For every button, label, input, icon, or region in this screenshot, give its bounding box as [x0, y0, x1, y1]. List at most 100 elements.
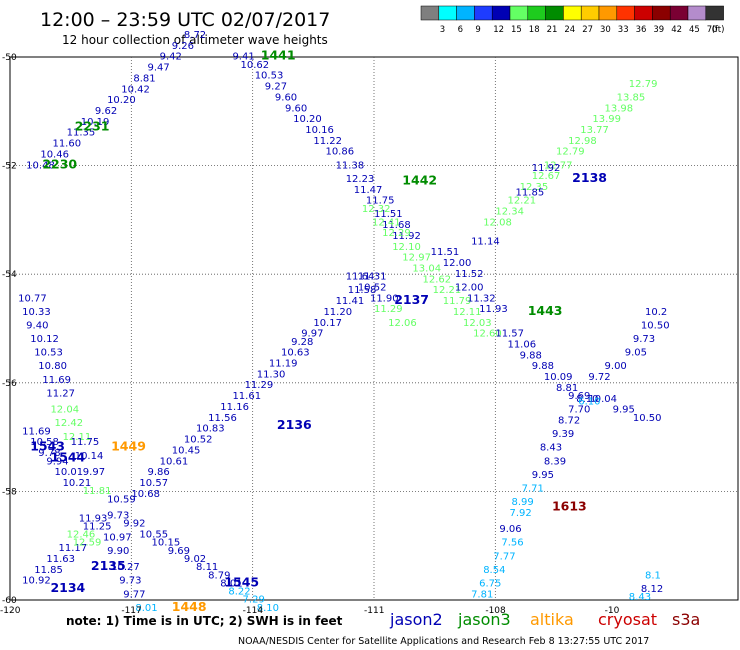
wave-height-value: 7.81	[471, 589, 493, 600]
wave-height-value: 10.61	[160, 456, 189, 467]
wave-height-value: 12.32	[362, 204, 391, 215]
wave-height-value: 10.45	[172, 445, 201, 456]
wave-height-value: 11.92	[392, 231, 421, 242]
wave-height-value: 13.99	[592, 114, 621, 125]
footer-note: note: 1) Time is in UTC; 2) SWH is in fe…	[66, 614, 343, 628]
wave-height-value: 12.11	[453, 307, 482, 318]
footer-credit: NOAA/NESDIS Center for Satellite Applica…	[238, 636, 649, 647]
wave-height-value: 8.43	[540, 443, 562, 454]
wave-height-value: 9.88	[520, 350, 542, 361]
wave-height-value: 10.77	[18, 293, 47, 304]
wave-height-value: 11.58	[348, 285, 377, 296]
wave-height-value: 12.04	[50, 405, 79, 416]
wave-height-value: 8.54	[483, 565, 505, 576]
wave-height-value: 13.77	[580, 125, 609, 136]
wave-height-value: 7.77	[493, 551, 515, 562]
wave-height-value: 11.27	[46, 388, 75, 399]
mission-legend-entry: jason3	[457, 610, 511, 629]
wave-height-value: 8.99	[512, 497, 534, 508]
wave-height-value: 10.01	[54, 467, 83, 478]
wave-height-value: 11.47	[354, 185, 383, 196]
wave-height-value: 9.72	[588, 372, 610, 383]
wave-height-value: 12.06	[388, 318, 417, 329]
wave-height-value: 9.97	[301, 329, 323, 340]
mission-legend-entry: s3a	[672, 610, 700, 629]
wave-height-value: 10.80	[38, 361, 67, 372]
wave-height-value: 9.97	[83, 467, 105, 478]
wave-height-value: 9.39	[552, 429, 574, 440]
colorbar-bin	[491, 5, 511, 21]
wave-height-value: 11.81	[83, 486, 112, 497]
wave-height-value: 8.11	[196, 562, 218, 573]
pass-number-label: 1543	[30, 439, 65, 454]
colorbar-label: 30	[600, 25, 611, 35]
pass-number-label: 2137	[394, 292, 429, 307]
wave-height-value: 7.70	[568, 405, 590, 416]
wave-height-value: 10.53	[34, 348, 63, 359]
wave-height-value: 11.60	[52, 139, 81, 150]
wave-height-value: 11.22	[313, 136, 342, 147]
wave-height-value: 11.29	[374, 304, 403, 315]
wave-height-value: 8.72	[184, 30, 206, 41]
wave-height-value: 11.68	[382, 220, 411, 231]
wave-height-value: 11.56	[208, 413, 237, 424]
wave-height-value: 11.41	[336, 296, 365, 307]
wave-height-value: 12.23	[346, 174, 375, 185]
wave-height-value: 10.52	[358, 282, 387, 293]
wave-height-value: 8.79	[208, 570, 230, 581]
axis-tick-labels: -120 -117 -114 -111 -108 -10 -50 -52 -54 -56 -58 -6…	[0, 53, 620, 616]
colorbar-unit: (ft)	[712, 25, 725, 35]
wave-height-value: 10.12	[30, 334, 59, 345]
mission-legend-entry: altika	[530, 610, 574, 629]
wave-height-value: 12.00	[443, 258, 472, 269]
wave-height-value: 9.69	[568, 391, 590, 402]
colorbar-bin	[420, 5, 440, 21]
wave-height-value: 11.57	[495, 329, 524, 340]
wave-height-value: 7.56	[501, 538, 523, 549]
pass-number-label: 1613	[552, 498, 587, 513]
wave-height-value: 12.00	[455, 282, 484, 293]
wave-height-value: 11.19	[269, 359, 298, 370]
wave-height-value: 9.28	[291, 337, 313, 348]
wave-height-value: 12.97	[402, 253, 431, 264]
colorbar-label: 36	[636, 25, 647, 35]
wave-height-value: 10.16	[305, 125, 334, 136]
colorbar-label: 21	[547, 25, 558, 35]
wave-height-value: 9.95	[532, 470, 554, 481]
pass-number-label: 1448	[172, 599, 207, 614]
wave-height-value: 8.39	[544, 456, 566, 467]
wave-height-value: 8.43	[629, 592, 651, 603]
wave-height-value: 7.71	[522, 483, 544, 494]
lon-tick-label: -120	[0, 606, 21, 616]
wave-height-value: 10.21	[63, 478, 92, 489]
wave-height-value: 9.27	[265, 82, 287, 93]
wave-height-value: 9.86	[148, 467, 170, 478]
colorbar-bin	[616, 5, 635, 21]
wave-height-value: 11.69	[22, 426, 51, 437]
wave-height-value: 9.26	[172, 41, 194, 52]
wave-height-value: 9.02	[184, 554, 206, 565]
wave-height-value: 11.31	[358, 272, 387, 283]
wave-height-value: 11.85	[34, 565, 63, 576]
pass-number-label: 1441	[261, 48, 296, 63]
wave-height-value: 11.16	[220, 402, 249, 413]
wave-height-value: 11.06	[507, 340, 536, 351]
wave-height-value: 9.88	[532, 361, 554, 372]
colorbar-bin	[545, 5, 564, 21]
wave-height-value: 11.32	[467, 293, 496, 304]
wave-height-value: 6.75	[479, 578, 501, 589]
mission-legend-entry: jason2	[389, 610, 443, 629]
colorbar: 3 6 9 12 15 18 21 24 27 30 33 36 39 42 45 70(ft)	[420, 5, 725, 35]
colorbar-bin	[527, 5, 546, 21]
wave-height-value: 9.40	[26, 321, 48, 332]
wave-height-value: 9.00	[605, 361, 627, 372]
wave-height-value: 11.38	[336, 160, 365, 171]
wave-height-value: 12.77	[544, 160, 573, 171]
lat-tick-label: -56	[2, 379, 17, 389]
colorbar-bin	[652, 5, 671, 21]
pass-labels: 2230 2231 1441 1442 2138 2137 1443 2136 15431544…	[30, 48, 607, 614]
wave-height-value: 10.48	[26, 160, 55, 171]
wave-height-value: 9.41	[232, 52, 254, 63]
wave-height-value: 12.03	[463, 318, 492, 329]
